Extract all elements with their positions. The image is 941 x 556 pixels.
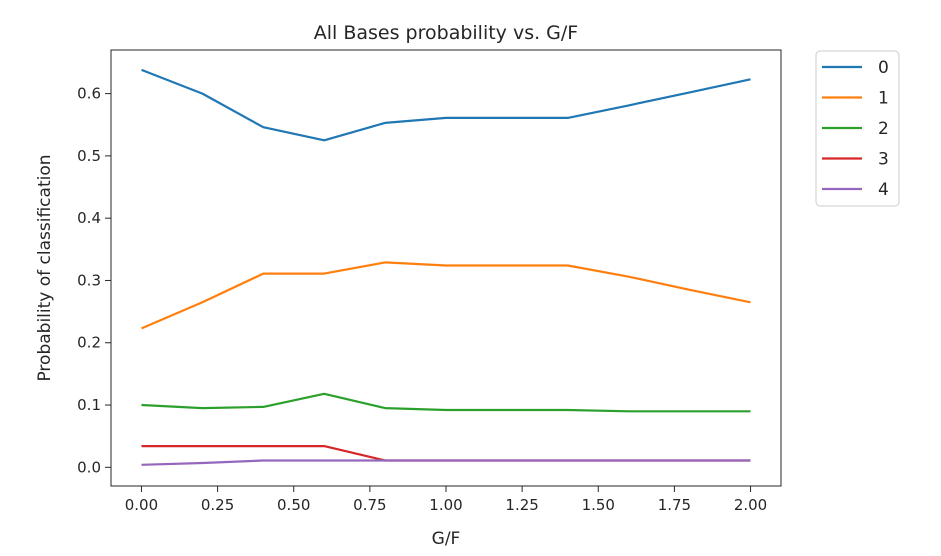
- y-tick-label: 0.0: [77, 458, 101, 476]
- x-tick-label: 0.00: [125, 496, 158, 514]
- x-tick-label: 0.50: [277, 496, 310, 514]
- x-tick-label: 1.00: [429, 496, 462, 514]
- y-axis: 0.0 0.1 0.2 0.3 0.4 0.5 0.6: [77, 85, 111, 476]
- x-tick-label: 1.25: [505, 496, 538, 514]
- y-tick-label: 0.4: [77, 209, 101, 227]
- x-tick-label: 0.25: [201, 496, 234, 514]
- series-line-4: [141, 459, 751, 466]
- y-axis-label: Probability of classification: [35, 154, 55, 381]
- legend-label-1: 1: [878, 89, 889, 109]
- legend: 0 1 2 3 4: [815, 50, 900, 207]
- y-tick-label: 0.1: [77, 396, 101, 414]
- x-tick-label: 1.75: [658, 496, 691, 514]
- legend-label-3: 3: [878, 150, 889, 170]
- x-tick-label: 1.50: [582, 496, 615, 514]
- x-axis-label: G/F: [432, 529, 461, 549]
- x-axis: 0.00 0.25 0.50 0.75 1.00 1.25 1.50 1.75 2.00: [125, 486, 767, 514]
- axes-frame: [110, 49, 782, 487]
- chart-title: All Bases probability vs. G/F: [314, 22, 579, 44]
- x-tick-label: 0.75: [353, 496, 386, 514]
- y-tick-label: 0.3: [77, 271, 101, 289]
- series-line-0: [141, 68, 751, 142]
- plot-area: [110, 49, 782, 487]
- legend-label-4: 4: [878, 180, 889, 200]
- x-tick-label: 2.00: [734, 496, 767, 514]
- legend-label-2: 2: [878, 119, 889, 139]
- series-line-2: [141, 392, 751, 413]
- series-line-1: [141, 261, 751, 330]
- y-tick-label: 0.6: [77, 85, 101, 103]
- legend-label-0: 0: [878, 58, 889, 78]
- y-tick-label: 0.5: [77, 147, 101, 165]
- series-line-3: [141, 445, 751, 462]
- y-tick-label: 0.2: [77, 334, 101, 352]
- series-lines: [141, 68, 751, 466]
